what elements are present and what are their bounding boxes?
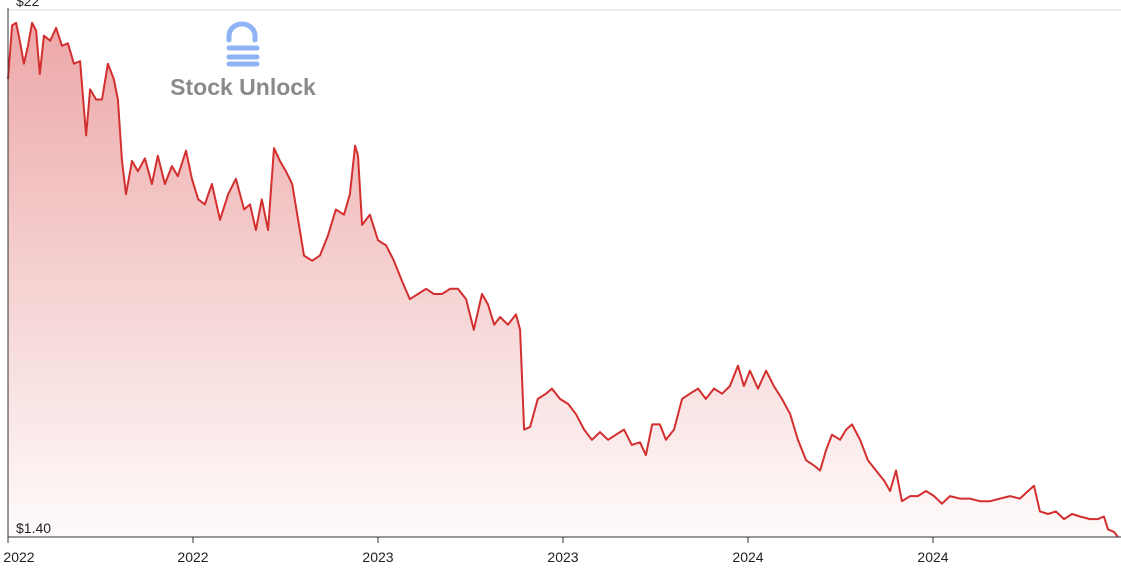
x-tick-label: 2023 (547, 549, 578, 565)
logo-icon (226, 21, 260, 67)
price-line (7, 21, 1119, 538)
x-tick-label: 2022 (177, 549, 208, 565)
x-tick-label: 2022 (3, 549, 34, 565)
x-tick-label: 2024 (732, 549, 763, 565)
x-tick-label: 2023 (362, 549, 393, 565)
x-tick-label: 2024 (917, 549, 948, 565)
y-tick-label: $22 (16, 0, 40, 9)
watermark: Stock Unlock (170, 74, 316, 100)
area-fill (8, 22, 1118, 538)
